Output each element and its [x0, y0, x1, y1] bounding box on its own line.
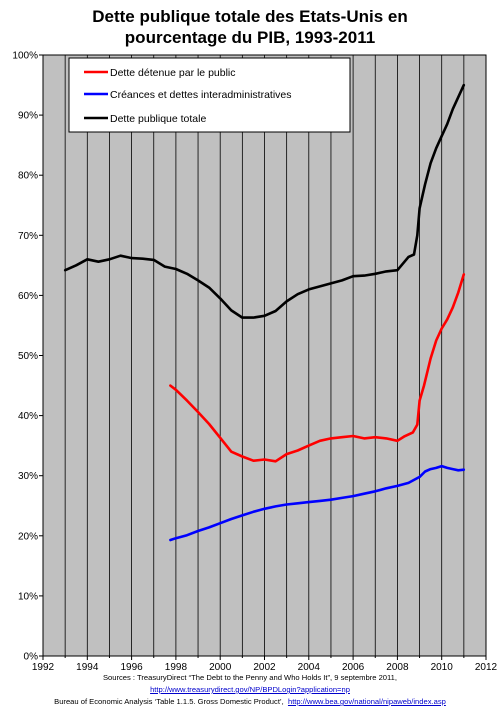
source-text-1: Sources : TreasuryDirect “The Debt to th… — [102, 673, 398, 682]
x-tick-label: 1998 — [165, 662, 188, 673]
series-line-1 — [169, 273, 466, 463]
x-tick-label: 2004 — [298, 662, 321, 673]
x-tick-label: 1994 — [76, 662, 99, 673]
y-tick-label: 50% — [18, 351, 38, 362]
grid — [64, 55, 465, 656]
chart-title-line-1: Dette publique totale des Etats-Unis en — [92, 7, 408, 26]
source-link-bea[interactable]: http://www.bea.gov/national/nipaweb/inde… — [287, 697, 446, 706]
x-tick-label: 2012 — [475, 662, 498, 673]
y-tick-label: 100% — [12, 51, 38, 62]
x-tick-label: 2002 — [253, 662, 276, 673]
source-line-2: http://www.treasurydirect.gov/NP/BPDLogi… — [0, 685, 500, 694]
legend: Dette détenue par le public Créances et d… — [68, 57, 351, 133]
y-tick-label: 0% — [24, 652, 39, 663]
chart-title-line-2: pourcentage du PIB, 1993-2011 — [125, 28, 375, 47]
source-link-treasury[interactable]: http://www.treasurydirect.gov/NP/BPDLogi… — [150, 685, 350, 694]
x-tick-label: 2000 — [209, 662, 232, 673]
y-tick-label: 40% — [18, 411, 38, 422]
y-tick-label: 30% — [18, 471, 38, 482]
x-tick-label: 1996 — [120, 662, 143, 673]
y-tick-label: 90% — [18, 111, 38, 122]
legend-label-1: Dette détenue par le public — [110, 67, 236, 79]
source-line-3: Bureau of Economic Analysis ‘Table 1.1.5… — [0, 697, 500, 706]
series-layer — [63, 83, 466, 542]
y-tick-label: 10% — [18, 591, 38, 602]
x-tick-label: 1992 — [32, 662, 55, 673]
x-tick-label: 2008 — [386, 662, 409, 673]
y-axis-ticks: 0% 10% 20% 30% 40% 50% 60% 70% 80% 90% 100% — [12, 51, 38, 663]
x-axis-ticks: 1992 1994 1996 1998 2000 2002 2004 2006 2008 2010… — [32, 662, 498, 673]
series-line-3 — [63, 83, 466, 319]
x-tick-label: 2010 — [431, 662, 454, 673]
y-tick-label: 70% — [18, 231, 38, 242]
series-line-2 — [169, 464, 466, 542]
y-tick-label: 80% — [18, 171, 38, 182]
axes — [39, 54, 487, 660]
y-tick-label: 60% — [18, 291, 38, 302]
source-line-1: Sources : TreasuryDirect “The Debt to th… — [0, 673, 500, 682]
legend-label-2: Créances et dettes interadministratives — [110, 89, 292, 101]
legend-label-3: Dette publique totale — [110, 113, 206, 125]
legend-box — [68, 57, 351, 133]
source-text-bea: Bureau of Economic Analysis ‘Table 1.1.5… — [54, 697, 284, 706]
y-tick-label: 20% — [18, 531, 38, 542]
x-tick-label: 2006 — [342, 662, 365, 673]
